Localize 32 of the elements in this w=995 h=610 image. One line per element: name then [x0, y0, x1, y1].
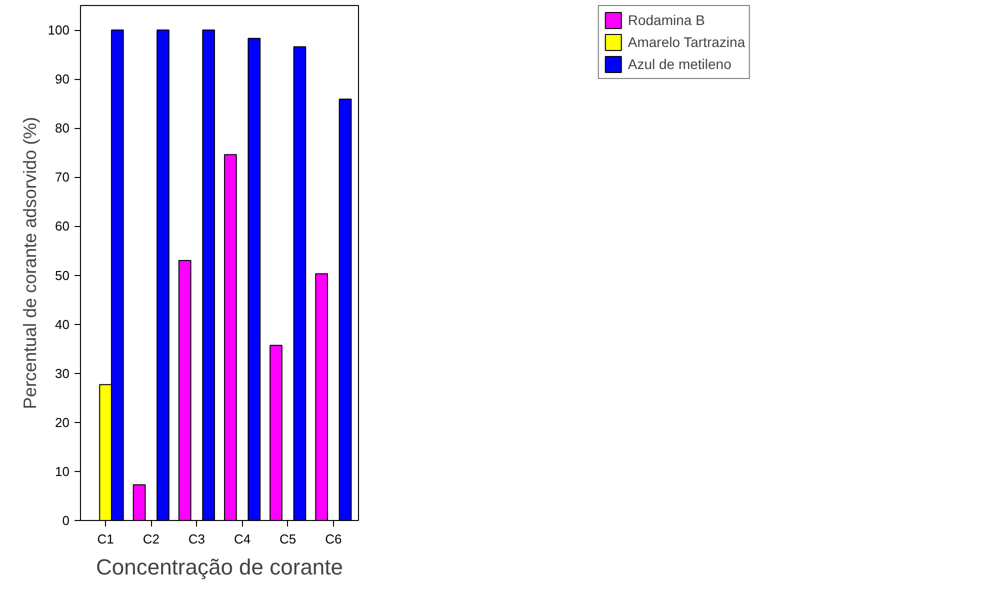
bar: [156, 30, 170, 520]
y-tick-label: 30: [55, 366, 70, 381]
y-tick-label: 20: [55, 414, 70, 430]
y-tick-label: 100: [48, 22, 70, 38]
bar: [270, 344, 282, 520]
x-tick-label: C6: [325, 532, 342, 546]
bar: [224, 154, 237, 520]
bar: [248, 38, 261, 520]
legend-label: Azul de metileno: [628, 56, 732, 72]
y-tick-label: 50: [55, 268, 70, 283]
legend-label: Amarelo Tartrazina: [628, 34, 746, 50]
x-tick-label: C1: [97, 532, 114, 546]
x-tick-label: C3: [188, 532, 206, 546]
y-axis-title: Percentual de corante adsorvido (%): [20, 116, 40, 410]
x-tick-label: C4: [234, 532, 251, 546]
y-tick-label: 60: [55, 218, 70, 234]
x-tick-label: C5: [280, 532, 296, 546]
bar: [293, 46, 306, 520]
x-tick-label: C2: [142, 532, 160, 546]
bar: [338, 98, 352, 520]
y-tick-label: 40: [55, 316, 70, 332]
y-tick-label: 0: [62, 513, 70, 528]
x-axis-title: Concentração de corante: [96, 554, 344, 580]
bar: [178, 260, 192, 520]
y-tick-label: 80: [55, 120, 70, 136]
bar: [202, 30, 215, 520]
y-tick-label: 90: [55, 72, 70, 87]
y-tick-label: 10: [55, 464, 70, 479]
bar: [315, 273, 328, 520]
y-tick-label: 70: [55, 170, 70, 185]
bar: [132, 484, 146, 520]
legend-label: Rodamina B: [628, 12, 705, 28]
